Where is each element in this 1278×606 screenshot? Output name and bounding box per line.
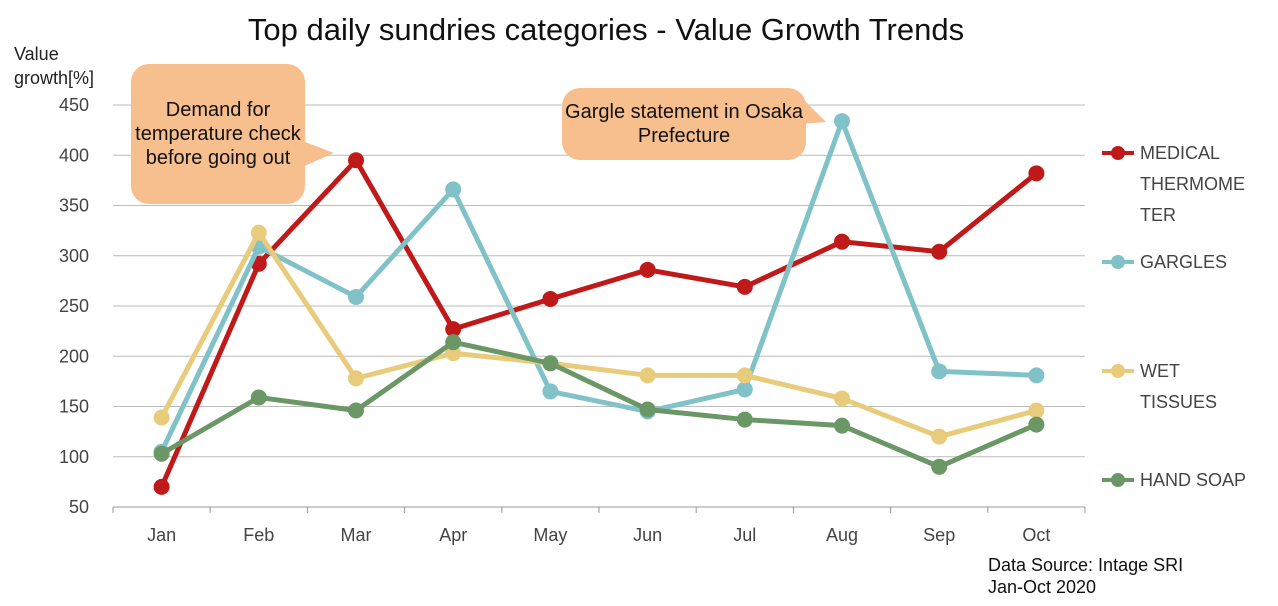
chart-title: Top daily sundries categories - Value Gr…: [247, 12, 965, 47]
data-point-wet-tissues: [834, 390, 850, 407]
x-tick-label: Jun: [633, 525, 662, 545]
legend-marker: [1102, 364, 1134, 378]
legend-item-hand-soap: HAND SOAP: [1100, 465, 1252, 496]
y-tick-label: 250: [59, 296, 89, 316]
x-tick-label: Feb: [243, 525, 274, 545]
source-period: Jan-Oct 2020: [988, 577, 1097, 597]
y-tick-label: 350: [59, 196, 89, 216]
data-point-wet-tissues: [1028, 402, 1045, 419]
series-line-wet-tissues: [159, 230, 1038, 440]
data-point-hand-soap: [1028, 416, 1045, 433]
annotation-text: Gargle statement in Osaka Prefecture: [565, 101, 803, 147]
source-line: Data Source: Intage SRI: [988, 555, 1184, 575]
series-line-hand-soap: [160, 339, 1038, 470]
data-point-hand-soap: [639, 401, 656, 418]
data-point-hand-soap: [153, 445, 170, 462]
data-source: Data Source: Intage SRI Jan-Oct 2020: [988, 554, 1183, 598]
y-tick-label: 400: [59, 145, 89, 165]
x-tick-label: Mar: [341, 525, 372, 545]
x-tick-label: Jan: [147, 525, 176, 545]
data-point-hand-soap: [348, 402, 364, 419]
y-tick-label: 100: [59, 447, 89, 467]
legend-label: WET TISSUES: [1140, 361, 1218, 412]
x-tick-label: May: [533, 525, 567, 545]
data-point-medical-thermometer: [736, 278, 753, 295]
data-point-medical-thermometer: [1028, 165, 1045, 182]
annotation-text: Demand for temperature check before goin…: [135, 99, 301, 169]
callout-pointer: [800, 96, 826, 124]
legend-label: GARGLES: [1140, 252, 1228, 272]
legend-marker: [1102, 255, 1134, 269]
data-point-wet-tissues: [445, 345, 462, 362]
legend-item-medical-thermometer: MEDICAL THERMOMETER: [1100, 138, 1252, 231]
legend-item-wet-tissues: WET TISSUES: [1100, 356, 1230, 418]
data-point-hand-soap: [542, 355, 559, 372]
y-tick-label: 450: [59, 95, 89, 115]
data-point-medical-thermometer: [348, 152, 364, 169]
legend-marker: [1102, 473, 1134, 487]
series-line-gargles: [159, 118, 1037, 453]
data-point-hand-soap: [736, 411, 753, 428]
data-point-gargles: [834, 113, 850, 130]
callout-pointer: [300, 140, 334, 168]
legend-marker: [1102, 146, 1134, 160]
data-point-gargles: [542, 383, 559, 400]
data-point-wet-tissues: [153, 409, 170, 426]
data-point-medical-thermometer: [639, 261, 656, 278]
x-tick-label: Sep: [923, 525, 955, 545]
data-point-wet-tissues: [736, 367, 753, 384]
data-point-medical-thermometer: [153, 478, 170, 495]
legend-item-gargles: GARGLES: [1100, 247, 1252, 278]
x-tick-label: Aug: [826, 525, 858, 545]
annotation-gargle-statement: Gargle statement in Osaka Prefecture: [562, 88, 806, 160]
y-tick-label: 200: [59, 346, 89, 366]
data-point-hand-soap: [834, 417, 850, 434]
x-tick-label: Apr: [439, 525, 467, 545]
series-line-medical-thermometer: [159, 157, 1038, 488]
x-tick-label: Jul: [733, 525, 756, 545]
data-point-gargles: [348, 288, 364, 305]
data-point-gargles: [445, 181, 462, 198]
data-point-hand-soap: [250, 389, 267, 406]
data-point-medical-thermometer: [834, 233, 850, 250]
annotation-temperature-check: Demand for temperature check before goin…: [131, 64, 305, 204]
x-tick-label: Oct: [1022, 525, 1050, 545]
data-point-wet-tissues: [250, 224, 267, 241]
y-tick-label: 150: [59, 397, 89, 417]
legend-label: MEDICAL THERMOMETER: [1140, 143, 1245, 225]
y-tick-label: 300: [59, 246, 89, 266]
data-point-gargles: [931, 363, 948, 380]
data-point-medical-thermometer: [931, 243, 948, 260]
data-point-wet-tissues: [931, 428, 948, 445]
data-point-gargles: [736, 381, 753, 398]
data-point-hand-soap: [445, 334, 462, 351]
y-axis-label: Value growth[%]: [14, 44, 95, 88]
data-point-medical-thermometer: [445, 321, 462, 338]
legend-label: HAND SOAP: [1140, 470, 1247, 490]
data-point-wet-tissues: [639, 367, 656, 384]
y-tick-label: 50: [69, 497, 89, 517]
data-point-gargles: [1028, 367, 1045, 384]
data-point-hand-soap: [931, 458, 948, 475]
data-point-medical-thermometer: [542, 290, 559, 307]
data-point-wet-tissues: [348, 370, 364, 387]
